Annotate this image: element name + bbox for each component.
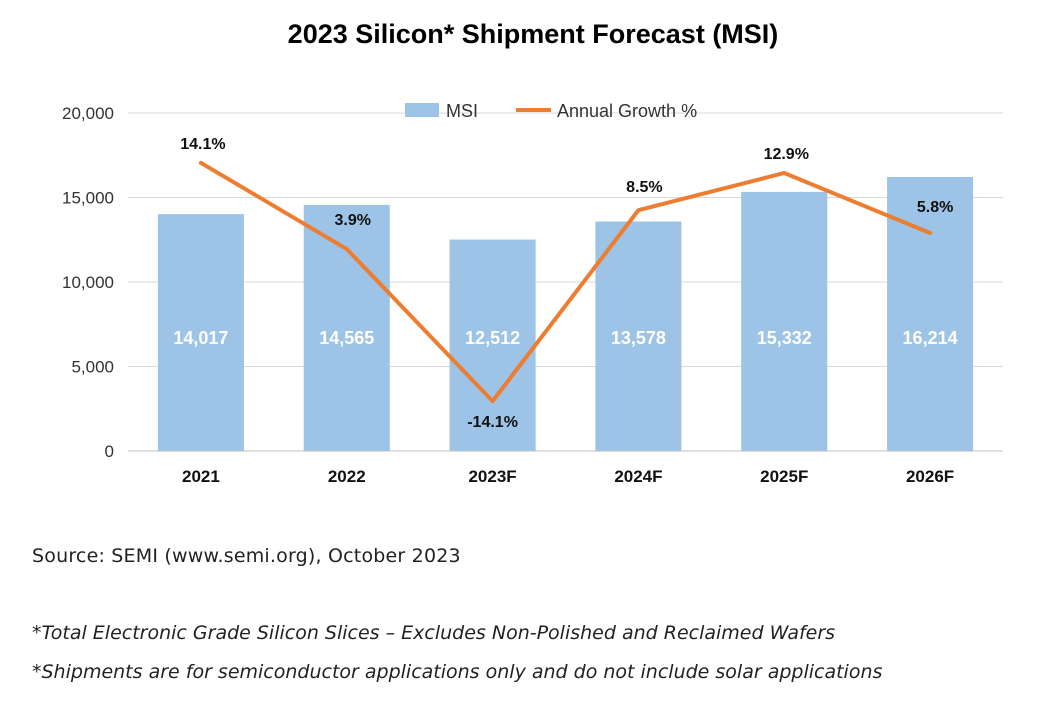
y-tick-label: 5,000 [71,358,114,377]
growth-data-label: 3.9% [335,212,371,229]
bar-series: 14,017 14,565 12,512 13,578 15,332 16,214 [157,176,974,451]
source-text: Source: SEMI (www.semi.org), October 202… [32,545,461,567]
footnote: *Shipments are for semiconductor applica… [32,661,883,683]
growth-line [198,160,933,404]
x-axis-labels: 2021 2022 2023F 2024F 2025F 2026F [182,467,954,486]
legend: MSI Annual Growth % [405,101,697,121]
bar [741,191,828,451]
bar-data-label: 12,512 [465,328,520,348]
bar [449,239,536,451]
bar-data-label: 15,332 [757,328,812,348]
bar [595,221,682,451]
bar [887,176,974,451]
chart: 2023 Silicon* Shipment Forecast (MSI) 0 5… [62,19,1003,486]
legend-swatch-msi [405,103,439,117]
y-tick-label: 0 [105,442,114,461]
y-tick-label: 10,000 [62,273,114,292]
bar-data-label: 13,578 [611,328,666,348]
x-tick-label: 2024F [614,467,662,486]
growth-line-series: 14.1% 3.9% -14.1% 8.5% 12.9% 5.8% [180,136,953,431]
x-tick-label: 2023F [468,467,516,486]
growth-data-label: 8.5% [626,179,662,196]
legend-label-growth: Annual Growth % [557,101,697,121]
x-tick-label: 2026F [906,467,954,486]
bar [157,214,244,451]
y-tick-label: 20,000 [62,104,114,123]
bar-data-label: 16,214 [903,328,958,348]
bar-data-label: 14,017 [173,328,228,348]
chart-title: 2023 Silicon* Shipment Forecast (MSI) [288,19,779,49]
x-tick-label: 2025F [760,467,808,486]
bar [303,204,390,451]
x-tick-label: 2021 [182,467,220,486]
gridlines [128,112,1003,367]
growth-data-label: 5.8% [917,199,953,216]
x-tick-label: 2022 [328,467,366,486]
bar-data-label: 14,565 [319,328,374,348]
growth-data-label: 12.9% [764,146,809,163]
growth-data-label: -14.1% [467,414,518,431]
legend-label-msi: MSI [446,101,478,121]
y-axis: 0 5,000 10,000 15,000 20,000 [62,104,114,461]
growth-data-label: 14.1% [180,136,225,153]
y-tick-label: 15,000 [62,189,114,208]
footnote: *Total Electronic Grade Silicon Slices –… [32,622,836,644]
